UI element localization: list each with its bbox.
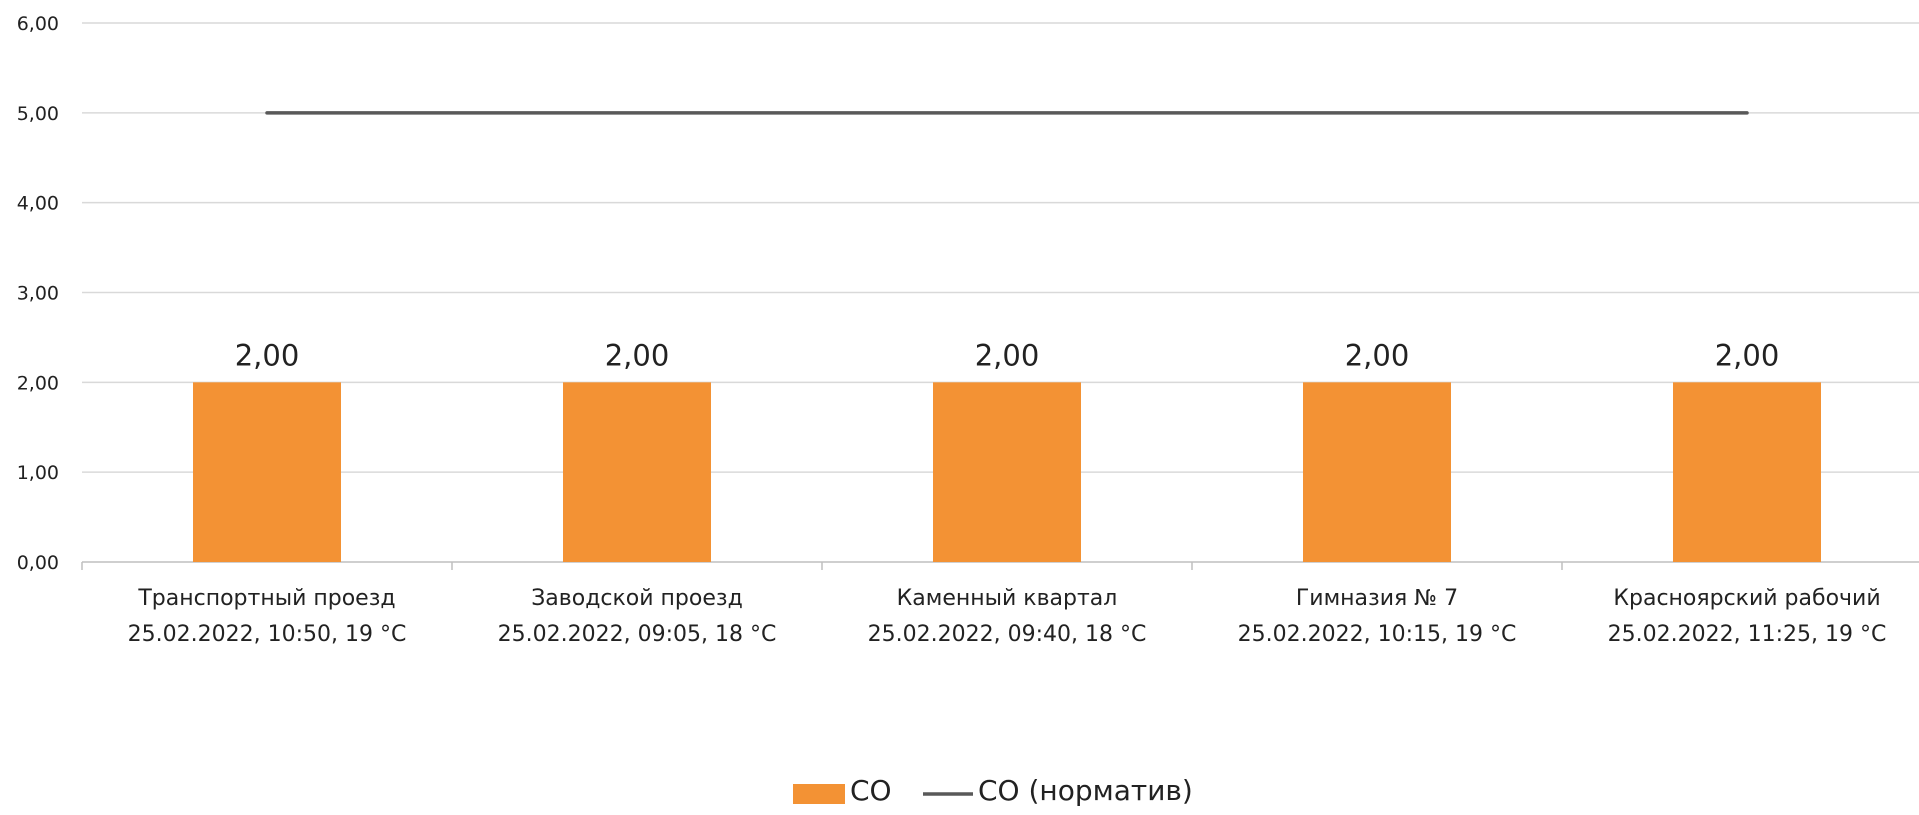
x-category-label: 25.02.2022, 09:05, 18 °C [498,622,777,647]
legend-layer: СО СО (норматив) [793,774,1193,807]
legend-swatch-bar [793,784,845,804]
y-tick-label: 1,00 [17,462,59,484]
bar [1673,382,1821,562]
bar [563,382,711,562]
x-category-label: Заводской проезд [531,586,743,611]
bars-layer [193,382,1821,562]
y-tick-label: 5,00 [17,103,59,125]
data-label: 2,00 [235,338,300,372]
x-category-label: 25.02.2022, 10:50, 19 °C [128,622,407,647]
legend-label: СО (норматив) [978,774,1193,807]
x-category-label: Гимназия № 7 [1296,586,1458,611]
x-category-label: 25.02.2022, 09:40, 18 °C [868,622,1147,647]
x-category-label: 25.02.2022, 10:15, 19 °C [1238,622,1517,647]
data-label: 2,00 [1715,338,1780,372]
y-tick-label: 3,00 [17,283,59,305]
bar [933,382,1081,562]
x-category-label: Красноярский рабочий [1613,586,1880,611]
bar [1303,382,1451,562]
x-category-label: 25.02.2022, 11:25, 19 °C [1608,622,1887,647]
data-label: 2,00 [975,338,1040,372]
legend-label: СО [850,774,892,807]
y-tick-label: 0,00 [17,552,59,574]
y-tick-label: 2,00 [17,372,59,394]
y-tick-label: 4,00 [17,193,59,215]
y-tick-label: 6,00 [17,13,59,35]
bar [193,382,341,562]
x-category-label: Транспортный проезд [137,586,395,611]
labels-layer: 2,00 2,00 2,00 2,00 2,00 Транспортный проезд 2… [128,338,1887,647]
data-label: 2,00 [605,338,670,372]
data-label: 2,00 [1345,338,1410,372]
x-category-label: Каменный квартал [897,586,1118,611]
